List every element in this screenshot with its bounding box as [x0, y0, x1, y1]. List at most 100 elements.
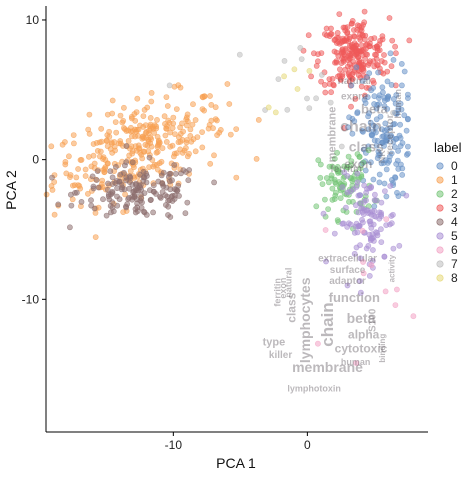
scatter-point	[173, 106, 180, 112]
word-label: killer	[269, 350, 292, 361]
scatter-point	[333, 59, 340, 66]
legend-title: label	[434, 140, 462, 155]
scatter-point	[194, 134, 201, 140]
scatter-point	[306, 105, 313, 112]
scatter-point	[67, 224, 73, 231]
scatter-point	[352, 202, 359, 209]
scatter-point	[127, 168, 134, 174]
scatter-point	[354, 170, 361, 177]
scatter-point	[94, 168, 101, 174]
scatter-point	[378, 199, 385, 206]
scatter-point	[321, 196, 328, 203]
legend-label: 7	[451, 257, 458, 271]
scatter-point	[167, 186, 174, 193]
scatter-point	[384, 78, 391, 85]
scatter-point	[226, 101, 233, 107]
word-label: alpha	[348, 327, 380, 341]
scatter-point	[171, 162, 178, 168]
scatter-point	[364, 74, 370, 81]
scatter-point	[121, 104, 127, 111]
scatter-point	[338, 143, 345, 150]
scatter-point	[348, 82, 355, 89]
series-0	[345, 50, 411, 210]
scatter-point	[320, 210, 327, 217]
scatter-point	[99, 177, 106, 184]
scatter-point	[163, 125, 169, 132]
scatter-point	[187, 126, 194, 133]
scatter-point	[328, 89, 334, 96]
legend-swatch	[436, 246, 444, 254]
word-label: membrane	[292, 359, 363, 375]
scatter-point	[137, 182, 144, 188]
scatter-point	[109, 204, 116, 211]
scatter-point	[178, 170, 184, 177]
scatter-point	[326, 33, 333, 39]
scatter-point	[164, 193, 171, 200]
scatter-point	[336, 11, 343, 17]
scatter-point	[323, 258, 329, 265]
scatter-point	[369, 208, 376, 215]
scatter-point	[386, 153, 393, 160]
scatter-point	[392, 302, 399, 308]
scatter-point	[363, 189, 369, 196]
x-tick-label: 0	[304, 438, 311, 452]
scatter-point	[410, 313, 417, 320]
legend-label: 2	[451, 187, 458, 201]
scatter-point	[112, 119, 119, 125]
scatter-point	[86, 153, 92, 160]
scatter-point	[82, 173, 89, 179]
scatter-point	[173, 186, 179, 193]
scatter-point	[346, 114, 352, 121]
scatter-point	[331, 155, 338, 162]
scatter-point	[107, 168, 114, 175]
scatter-point	[129, 196, 136, 203]
scatter-point	[321, 82, 328, 88]
scatter-point	[127, 174, 134, 181]
scatter-point	[164, 103, 171, 109]
scatter-point	[365, 126, 372, 133]
scatter-point	[390, 96, 397, 102]
scatter-point	[373, 142, 380, 149]
scatter-point	[381, 253, 388, 260]
scatter-point	[390, 109, 396, 116]
scatter-point	[318, 78, 324, 85]
scatter-point	[123, 143, 130, 149]
scatter-point	[117, 112, 124, 119]
scatter-point	[377, 226, 384, 233]
scatter-point	[361, 198, 367, 205]
scatter-point	[144, 104, 151, 111]
scatter-point	[172, 170, 179, 177]
word-label: class	[349, 138, 384, 154]
scatter-point	[177, 124, 183, 131]
scatter-point	[383, 222, 390, 228]
scatter-point	[155, 178, 162, 185]
scatter-point	[378, 58, 385, 64]
legend-swatch	[436, 204, 444, 212]
scatter-point	[383, 166, 390, 173]
scatter-point	[211, 152, 217, 159]
scatter-point	[349, 130, 356, 137]
scatter-point	[85, 190, 91, 197]
y-tick-label: 0	[32, 153, 39, 167]
plot-area	[43, 8, 417, 366]
scatter-point	[185, 177, 192, 184]
scatter-point	[109, 181, 116, 187]
scatter-point	[353, 244, 360, 251]
scatter-point	[125, 127, 132, 134]
scatter-point	[297, 45, 304, 51]
legend-label: 3	[451, 201, 458, 215]
scatter-point	[389, 211, 396, 218]
scatter-point	[199, 106, 206, 112]
series-5	[320, 169, 410, 296]
scatter-point	[359, 227, 366, 234]
scatter-point	[48, 143, 55, 150]
scatter-point	[404, 143, 411, 150]
scatter-point	[233, 174, 240, 181]
scatter-point	[334, 217, 341, 223]
scatter-point	[339, 184, 346, 191]
scatter-point	[349, 44, 356, 51]
scatter-point	[382, 288, 389, 295]
scatter-point	[86, 111, 93, 118]
scatter-point	[199, 144, 206, 151]
